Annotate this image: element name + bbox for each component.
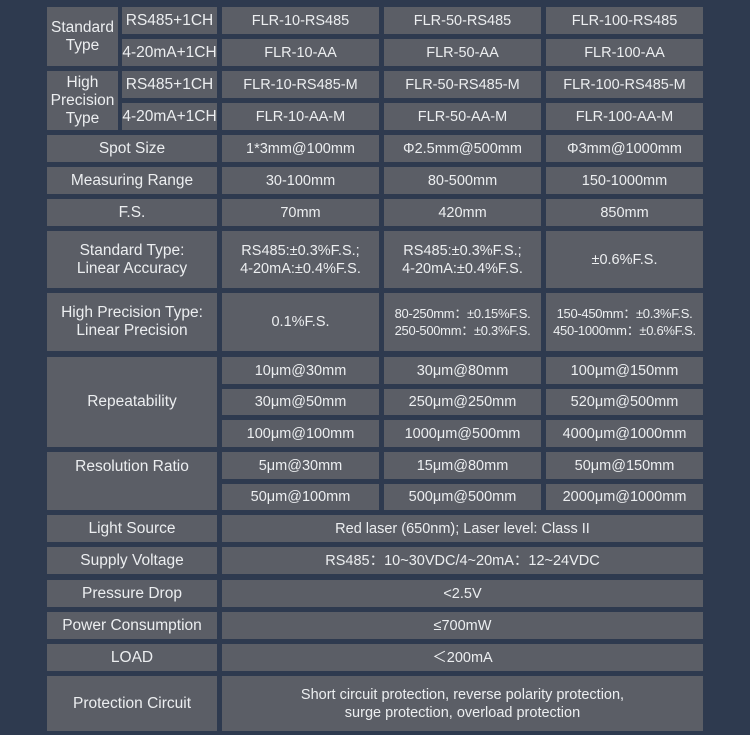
row-label-linear-precision: High Precision Type: Linear Precision <box>47 293 217 351</box>
value-cell: 4000μm@1000mm <box>546 420 703 447</box>
row-label-standard-type: Standard Type <box>47 7 118 66</box>
row-label-protection-circuit: Protection Circuit <box>47 676 217 731</box>
row-label-light-source: Light Source <box>47 515 217 542</box>
row-label-supply-voltage: Supply Voltage <box>47 547 217 574</box>
value-cell: 15μm@80mm <box>384 452 541 479</box>
row-label-resolution-ratio: Resolution Ratio <box>47 452 217 510</box>
value-cell: 420mm <box>384 199 541 226</box>
value-cell: Short circuit protection, reverse polari… <box>222 676 703 731</box>
model-cell: FLR-50-RS485 <box>384 7 541 34</box>
value-cell: 5μm@30mm <box>222 452 379 479</box>
value-cell: RS485:±0.3%F.S.; 4-20mA:±0.4%F.S. <box>222 231 379 288</box>
model-cell: FLR-50-AA <box>384 39 541 66</box>
sub-label: 4-20mA+1CH <box>122 103 217 130</box>
model-cell: FLR-100-RS485 <box>546 7 703 34</box>
value-cell: ≤700mW <box>222 612 703 639</box>
value-cell: 30-100mm <box>222 167 379 194</box>
value-cell: RS485：10~30VDC/4~20mA：12~24VDC <box>222 547 703 574</box>
value-cell: 1000μm@500mm <box>384 420 541 447</box>
value-cell: 50μm@150mm <box>546 452 703 479</box>
sub-label: 4-20mA+1CH <box>122 39 217 66</box>
model-cell: FLR-10-RS485-M <box>222 71 379 98</box>
value-cell: <2.5V <box>222 580 703 607</box>
row-label-pressure-drop: Pressure Drop <box>47 580 217 607</box>
value-cell: 520μm@500mm <box>546 389 703 415</box>
model-cell: FLR-100-AA <box>546 39 703 66</box>
model-cell: FLR-100-RS485-M <box>546 71 703 98</box>
value-cell: 150-1000mm <box>546 167 703 194</box>
value-cell: ±0.6%F.S. <box>546 231 703 288</box>
value-cell: 10μm@30mm <box>222 357 379 384</box>
value-cell: 250μm@250mm <box>384 389 541 415</box>
value-cell: 80-500mm <box>384 167 541 194</box>
value-cell: Φ2.5mm@500mm <box>384 135 541 162</box>
value-cell: 500μm@500mm <box>384 484 541 510</box>
model-cell: FLR-10-AA-M <box>222 103 379 130</box>
value-cell: 0.1%F.S. <box>222 293 379 351</box>
model-cell: FLR-100-AA-M <box>546 103 703 130</box>
row-label-repeatability: Repeatability <box>47 357 217 447</box>
value-cell: ＜200mA <box>222 644 703 671</box>
value-cell: 850mm <box>546 199 703 226</box>
value-cell: Φ3mm@1000mm <box>546 135 703 162</box>
row-label-high-precision-type: High Precision Type <box>47 71 118 130</box>
value-cell: 30μm@50mm <box>222 389 379 415</box>
value-cell: Red laser (650nm); Laser level: Class II <box>222 515 703 542</box>
row-label-load: LOAD <box>47 644 217 671</box>
value-cell: 100μm@150mm <box>546 357 703 384</box>
value-cell: 30μm@80mm <box>384 357 541 384</box>
row-label-linear-accuracy: Standard Type: Linear Accuracy <box>47 231 217 288</box>
row-label-fs: F.S. <box>47 199 217 226</box>
model-cell: FLR-10-AA <box>222 39 379 66</box>
model-cell: FLR-10-RS485 <box>222 7 379 34</box>
model-cell: FLR-50-AA-M <box>384 103 541 130</box>
value-cell: 100μm@100mm <box>222 420 379 447</box>
value-cell: 50μm@100mm <box>222 484 379 510</box>
row-label-power-consumption: Power Consumption <box>47 612 217 639</box>
sub-label: RS485+1CH <box>122 71 217 98</box>
value-cell: 2000μm@1000mm <box>546 484 703 510</box>
value-cell: 150-450mm：±0.3%F.S. 450-1000mm：±0.6%F.S. <box>546 293 703 351</box>
value-cell: 1*3mm@100mm <box>222 135 379 162</box>
value-cell: 70mm <box>222 199 379 226</box>
row-label-measuring-range: Measuring Range <box>47 167 217 194</box>
value-cell: 80-250mm：±0.15%F.S. 250-500mm：±0.3%F.S. <box>384 293 541 351</box>
model-cell: FLR-50-RS485-M <box>384 71 541 98</box>
sub-label: RS485+1CH <box>122 7 217 34</box>
value-cell: RS485:±0.3%F.S.; 4-20mA:±0.4%F.S. <box>384 231 541 288</box>
row-label-spot-size: Spot Size <box>47 135 217 162</box>
